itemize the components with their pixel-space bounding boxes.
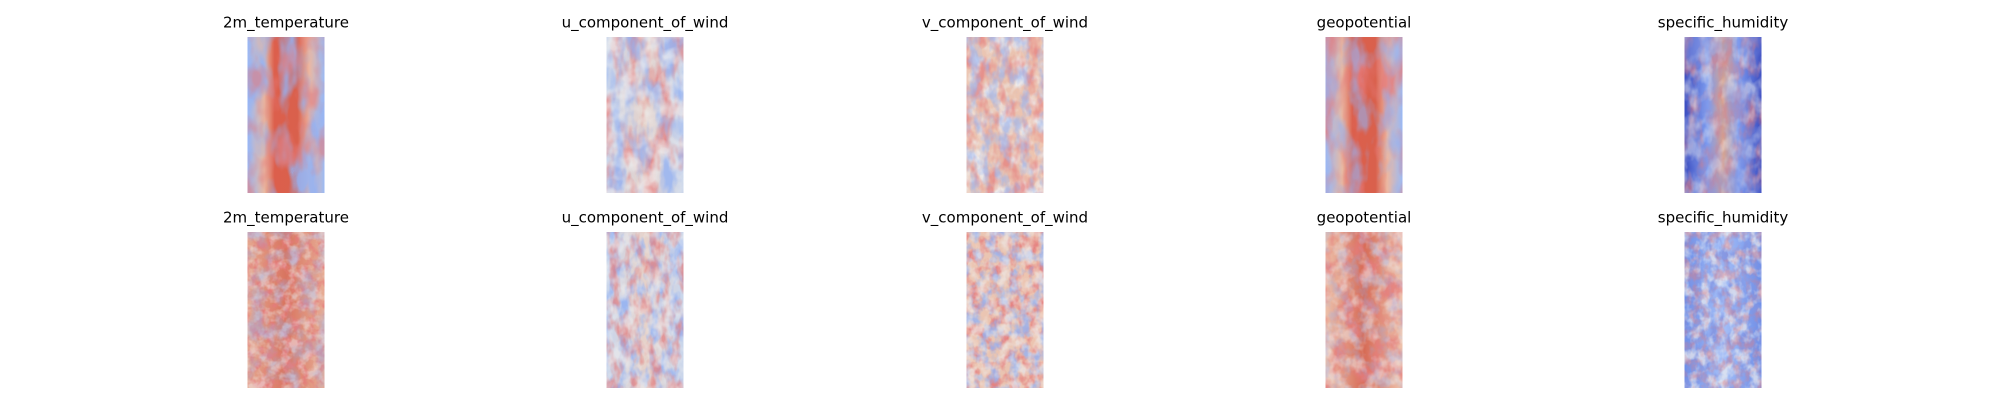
- heatmap-texture: [247, 232, 325, 388]
- panel: geopotential: [1317, 209, 1412, 388]
- heatmap-texture: [1684, 37, 1762, 193]
- heatmap-texture: [606, 37, 684, 193]
- panel-title: u_component_of_wind: [562, 14, 729, 33]
- panel: 2m_temperature: [223, 209, 349, 388]
- heatmap-texture: [1325, 232, 1403, 388]
- heatmap-texture: [606, 232, 684, 388]
- panel: u_component_of_wind: [562, 14, 729, 193]
- panel: v_component_of_wind: [922, 209, 1088, 388]
- heatmap-texture: [1684, 232, 1762, 388]
- panel-title: geopotential: [1317, 209, 1412, 227]
- panel-title: specific_humidity: [1658, 209, 1789, 228]
- panel-title: specific_humidity: [1658, 14, 1789, 33]
- panel-title: 2m_temperature: [223, 14, 349, 33]
- panel-title: u_component_of_wind: [562, 209, 729, 228]
- heatmap-texture: [966, 232, 1044, 388]
- panel: specific_humidity: [1658, 209, 1789, 388]
- heatmap-texture: [1325, 37, 1403, 193]
- panel-title: geopotential: [1317, 14, 1412, 32]
- panel: specific_humidity: [1658, 14, 1789, 193]
- panel: u_component_of_wind: [562, 209, 729, 388]
- panel: geopotential: [1317, 14, 1412, 193]
- panel: v_component_of_wind: [922, 14, 1088, 193]
- panel-title: 2m_temperature: [223, 209, 349, 228]
- heatmap-texture: [966, 37, 1044, 193]
- heatmap-texture: [247, 37, 325, 193]
- panel: 2m_temperature: [223, 14, 349, 193]
- panel-title: v_component_of_wind: [922, 14, 1088, 33]
- panel-title: v_component_of_wind: [922, 209, 1088, 228]
